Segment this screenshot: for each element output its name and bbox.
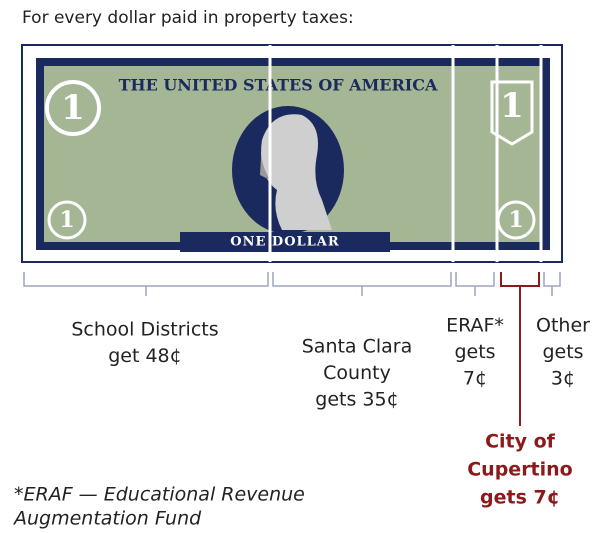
bill-denomination: ONE DOLLAR (230, 235, 339, 250)
segment-label: Santa Clara (302, 336, 413, 358)
segment-label: get 48¢ (108, 345, 182, 367)
labels: School Districts get 48¢ Santa Clara County… (12, 315, 590, 530)
title: For every dollar paid in property taxes: (22, 8, 354, 28)
city-label: City of (485, 431, 556, 453)
infographic: For every dollar paid in property taxes:… (0, 0, 602, 533)
city-label: gets 7¢ (480, 487, 560, 509)
segment-label: Other (536, 315, 590, 337)
segment-label: ERAF* (446, 315, 504, 337)
bill-title: THE UNITED STATES OF AMERICA (119, 76, 438, 95)
city-label: Cupertino (467, 459, 573, 481)
segment-label: School Districts (71, 319, 218, 341)
segment-label: gets (454, 341, 495, 363)
bill-numeral: 1 (500, 86, 524, 126)
footnote: Augmentation Fund (12, 508, 202, 530)
segment-label: County (323, 362, 391, 384)
segment-label: gets (542, 341, 583, 363)
bill-numeral: 1 (59, 207, 74, 233)
segment-label: 7¢ (463, 368, 487, 390)
bill-numeral: 1 (61, 88, 85, 128)
footnote: *ERAF — Educational Revenue (14, 484, 305, 506)
segment-label: gets 35¢ (315, 389, 398, 411)
segment-label: 3¢ (551, 368, 575, 390)
dollar-bill: ONE DOLLAR THE UNITED STATES OF AMERICA … (22, 45, 562, 262)
bill-numeral: 1 (508, 207, 523, 233)
